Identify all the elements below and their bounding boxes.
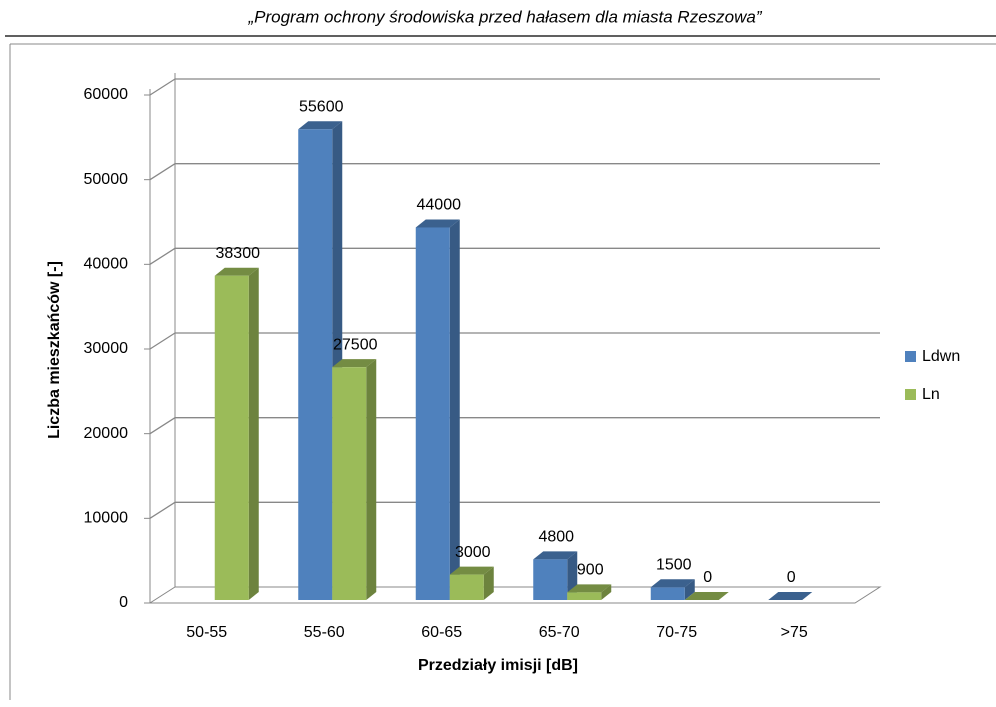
bar	[415, 219, 460, 600]
value-label: 0	[787, 569, 796, 586]
bar-front	[298, 129, 333, 600]
bar-top	[214, 267, 259, 276]
y-tick-label: 40000	[84, 256, 129, 273]
x-tick-label: 60-65	[421, 624, 462, 641]
bar-side	[601, 584, 612, 600]
bar	[298, 121, 343, 601]
legend-label: Ldwn	[922, 348, 960, 365]
legend-swatch	[905, 389, 916, 400]
value-label: 1500	[656, 557, 692, 574]
value-label: 38300	[216, 245, 261, 262]
bar	[768, 592, 813, 600]
value-label: 4800	[538, 529, 574, 546]
x-tick-label: 65-70	[539, 624, 580, 641]
value-label: 0	[703, 569, 712, 586]
bar	[449, 566, 494, 600]
bar-front	[650, 587, 685, 600]
x-axis-label: Przedziały imisji [dB]	[418, 657, 578, 674]
bar-side	[248, 267, 259, 600]
bar-front	[214, 275, 249, 600]
x-tick-label: 70-75	[656, 624, 697, 641]
bar-front	[332, 367, 367, 600]
bar-front	[567, 592, 602, 600]
y-tick-label: 50000	[84, 171, 129, 188]
value-label: 44000	[417, 197, 462, 214]
value-label: 900	[577, 562, 604, 579]
y-tick-label: 10000	[84, 510, 129, 527]
bar	[214, 267, 259, 600]
floor	[148, 586, 882, 604]
bar	[332, 359, 377, 600]
y-axis-label: Liczba mieszkańców [-]	[46, 261, 63, 439]
grid-line	[149, 247, 176, 265]
bar	[650, 579, 695, 600]
bar	[567, 584, 612, 600]
bar-top	[650, 579, 695, 588]
bar-front	[533, 559, 568, 600]
value-label: 3000	[455, 544, 491, 561]
bar-top	[449, 566, 494, 575]
y-tick-label: 30000	[84, 340, 129, 357]
grid-line	[149, 417, 176, 435]
bar-front	[415, 227, 450, 600]
bar-top	[298, 121, 343, 130]
y-tick-label: 20000	[84, 425, 129, 442]
bar-side	[684, 579, 695, 600]
x-tick-label: 50-55	[186, 624, 227, 641]
bar-top	[684, 592, 729, 600]
back-wall	[175, 73, 880, 587]
grid-line	[149, 332, 176, 350]
grid-line	[149, 78, 176, 96]
bar-side	[483, 566, 494, 600]
bar-side	[449, 219, 460, 600]
bar	[684, 592, 729, 600]
bar-top	[567, 584, 612, 593]
y-tick-label: 60000	[84, 86, 129, 103]
grid-line	[149, 163, 176, 181]
bar-top	[332, 359, 377, 368]
y-tick-label: 0	[119, 594, 128, 611]
legend-swatch	[905, 351, 916, 362]
grid-line	[149, 501, 176, 519]
value-label: 55600	[299, 98, 344, 115]
bar-top	[533, 551, 578, 560]
bar-top	[415, 219, 460, 228]
bar	[533, 551, 578, 600]
x-tick-label: 55-60	[304, 624, 345, 641]
bar-front	[449, 574, 484, 600]
bar-top	[768, 592, 813, 600]
value-label: 27500	[333, 336, 378, 353]
x-tick-label: >75	[781, 624, 808, 641]
header-title: „Program ochrony środowiska przed hałase…	[247, 7, 762, 26]
legend-label: Ln	[922, 386, 940, 403]
bar-side	[366, 359, 377, 600]
